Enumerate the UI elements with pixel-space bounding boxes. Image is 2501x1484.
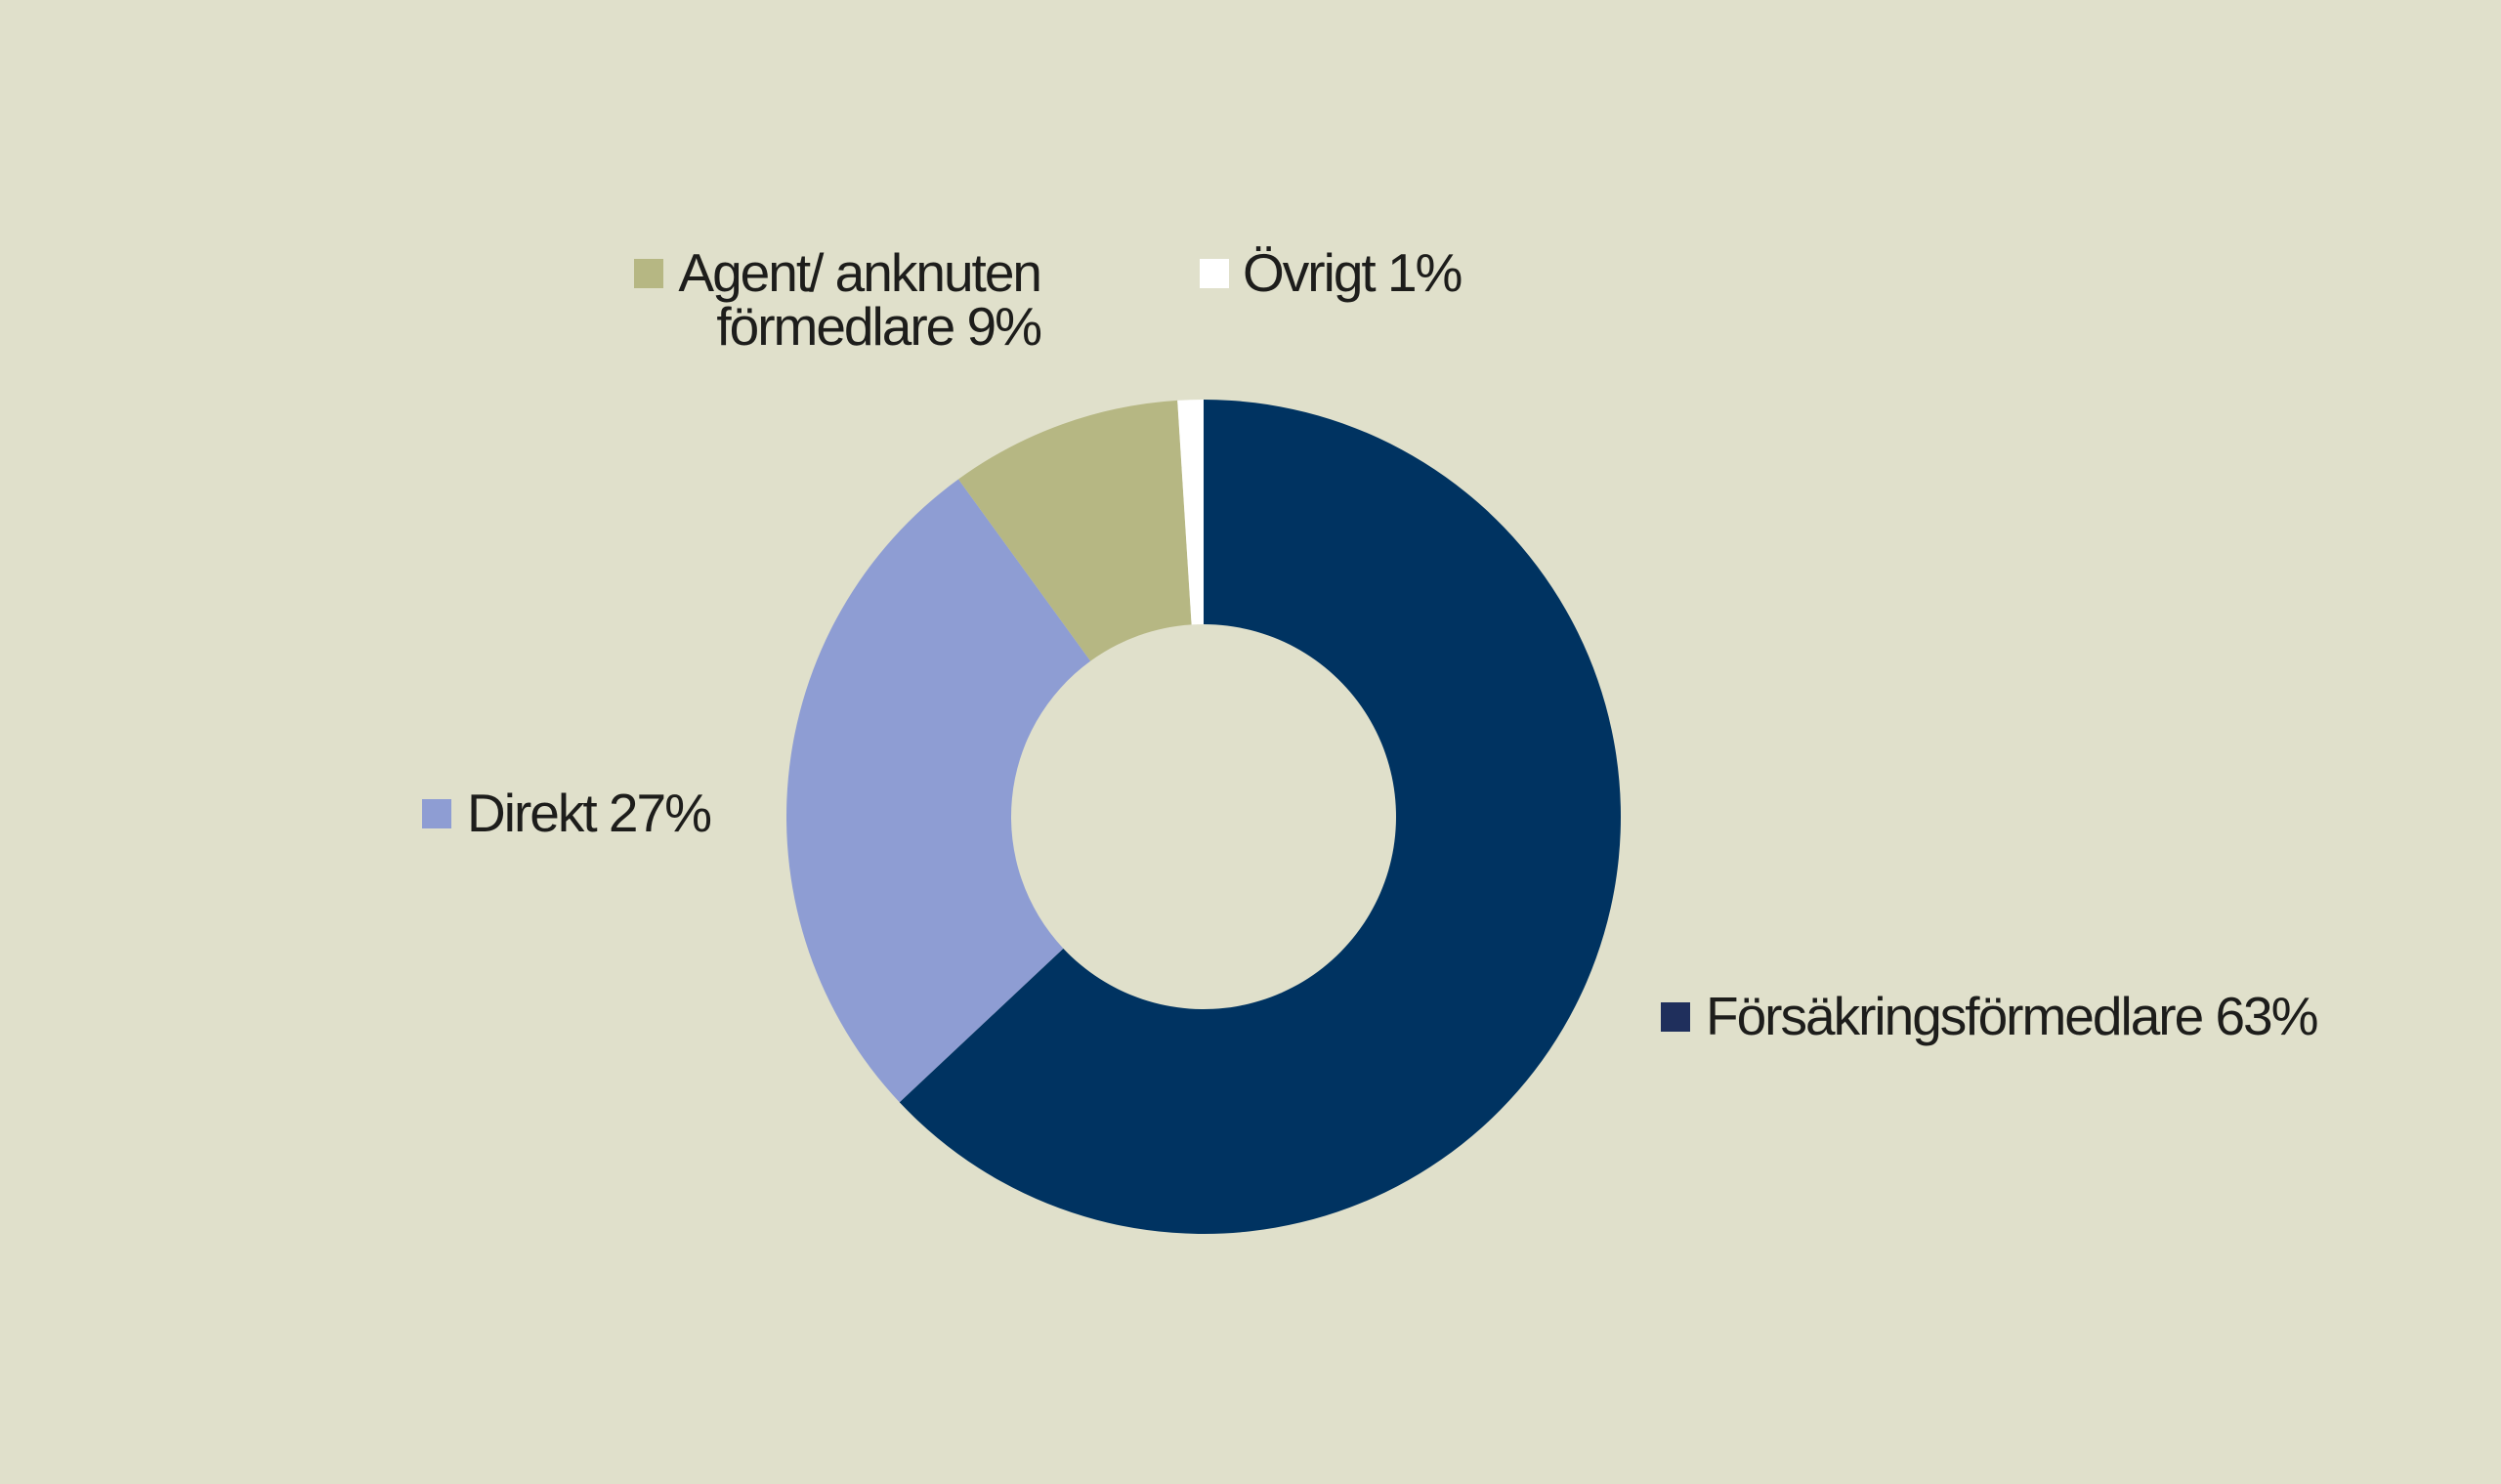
legend-label-direkt: Direkt 27% — [467, 783, 712, 843]
legend-swatch-ovrigt — [1200, 259, 1229, 288]
legend-item-forsakring: Försäkringsförmedlare 63% — [1661, 986, 2319, 1046]
legend-swatch-direkt — [422, 799, 451, 828]
legend-label-ovrigt: Övrigt 1% — [1243, 242, 1462, 303]
slice-forsakringsformedlare — [899, 400, 1622, 1234]
legend-item-direkt: Direkt 27% — [422, 783, 712, 843]
legend-label-agent-line2: förmedlare 9% — [716, 296, 1042, 357]
legend-swatch-agent — [634, 259, 664, 288]
legend-item-ovrigt: Övrigt 1% — [1200, 242, 1462, 303]
slice-ovrigt — [1177, 400, 1204, 625]
slice-agent — [958, 400, 1192, 661]
legend-label-agent-line1: Agent/ anknuten — [678, 242, 1042, 303]
slice-direkt — [786, 479, 1091, 1103]
legend-item-agent: Agent/ anknuten förmedlare 9% — [634, 242, 1042, 357]
legend-label-forsakring: Försäkringsförmedlare 63% — [1706, 986, 2319, 1046]
legend-swatch-forsakring — [1661, 1002, 1690, 1032]
